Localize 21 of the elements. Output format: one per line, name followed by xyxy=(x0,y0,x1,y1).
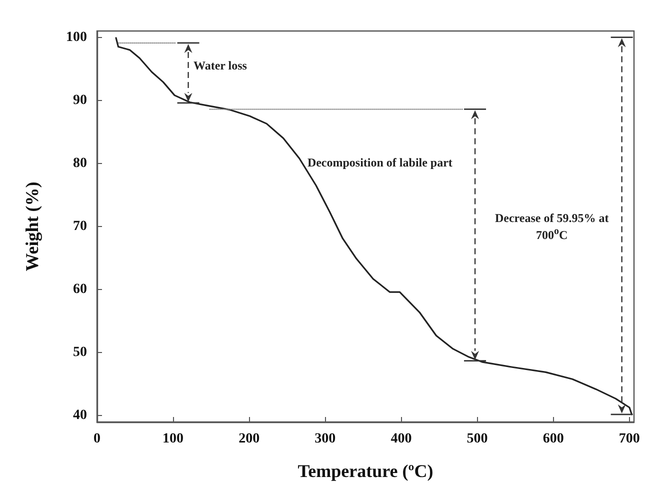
x-tick-label: 0 xyxy=(94,432,100,446)
x-axis-title: Temperature (ºC) xyxy=(298,461,434,481)
x-tick-label: 300 xyxy=(314,432,336,446)
line-series xyxy=(115,37,633,416)
y-tick-label: 40 xyxy=(73,408,87,424)
x-tick-label: 600 xyxy=(542,432,564,446)
y-axis-title: Weight (%) xyxy=(22,182,42,272)
y-tick-label: 90 xyxy=(73,92,87,108)
x-tick-label: 400 xyxy=(390,432,412,446)
y-tick-label: 70 xyxy=(73,219,87,234)
annotation: Decomposition of labile part xyxy=(307,156,452,171)
y-tick-label: 100 xyxy=(66,30,87,45)
y-tick-label: 80 xyxy=(73,156,87,171)
x-tick-label: 200 xyxy=(238,432,260,446)
annotation: Decrease of 59.95% at 700$^{o}$C xyxy=(494,210,610,242)
x-tick-label: 100 xyxy=(162,432,184,446)
y-tick-label: 60 xyxy=(73,282,87,298)
y-tick-label: 50 xyxy=(73,345,87,360)
annotation: Water loss xyxy=(193,58,247,74)
x-tick-label: 700 xyxy=(618,432,640,446)
x-tick-label: 500 xyxy=(466,432,488,446)
